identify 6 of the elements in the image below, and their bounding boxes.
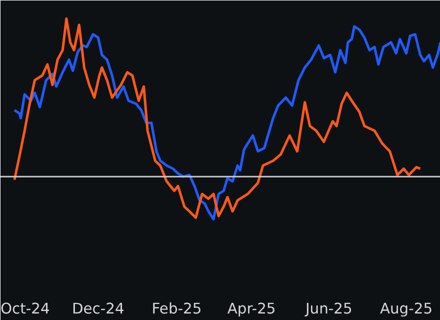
x-tick-label: Feb-25 bbox=[152, 300, 202, 318]
x-tick-label: Aug-25 bbox=[380, 300, 433, 318]
x-tick-label: Apr-25 bbox=[227, 300, 276, 318]
x-tick-label: Oct-24 bbox=[0, 300, 50, 318]
x-tick-label: Jun-25 bbox=[304, 300, 352, 318]
x-tick-label: Dec-24 bbox=[72, 300, 124, 318]
